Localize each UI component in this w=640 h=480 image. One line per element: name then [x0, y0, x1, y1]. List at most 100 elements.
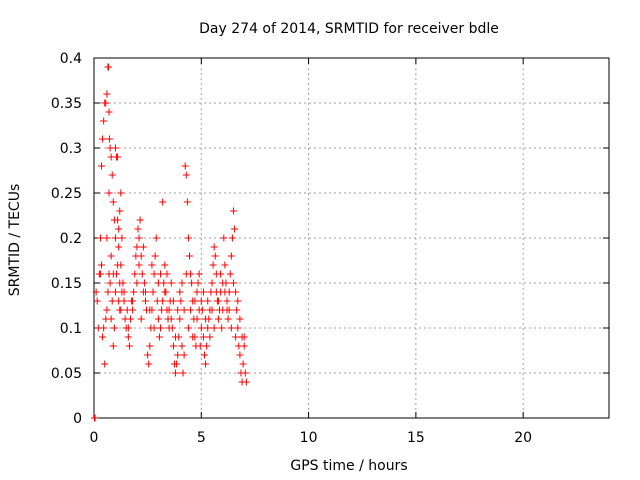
data-point	[99, 333, 107, 341]
data-point	[154, 315, 162, 323]
data-point	[131, 270, 139, 278]
data-point	[197, 324, 205, 332]
data-point	[234, 324, 242, 332]
data-point	[169, 342, 177, 350]
data-point	[103, 234, 111, 242]
data-point	[210, 324, 218, 332]
data-point	[139, 243, 147, 251]
data-point	[105, 189, 113, 197]
data-point	[165, 306, 173, 314]
data-point	[161, 288, 169, 296]
data-points	[90, 63, 250, 422]
data-point	[238, 333, 246, 341]
data-point	[137, 315, 145, 323]
data-point	[168, 324, 176, 332]
data-point	[136, 216, 144, 224]
data-point	[227, 252, 235, 260]
y-tick-label: 0	[73, 411, 82, 427]
data-point	[187, 306, 195, 314]
x-tick-label: 5	[197, 430, 206, 446]
data-point	[221, 261, 229, 269]
data-point	[110, 324, 118, 332]
data-point	[99, 135, 107, 143]
data-point	[169, 297, 177, 305]
data-point	[125, 342, 133, 350]
data-point	[223, 297, 231, 305]
x-tick-label: 20	[514, 430, 532, 446]
data-point	[194, 279, 202, 287]
data-point	[148, 261, 156, 269]
data-point	[204, 324, 212, 332]
data-point	[93, 297, 101, 305]
data-point	[220, 234, 228, 242]
data-point	[100, 117, 108, 125]
data-point	[232, 288, 240, 296]
data-point	[196, 342, 204, 350]
data-point	[189, 333, 197, 341]
data-point	[232, 333, 240, 341]
data-point	[193, 315, 201, 323]
data-point	[157, 324, 165, 332]
data-point	[206, 333, 214, 341]
x-tick-label: 10	[300, 430, 318, 446]
data-point	[142, 297, 149, 305]
data-point	[144, 351, 152, 359]
data-point	[231, 225, 239, 233]
data-point	[114, 153, 122, 161]
data-point	[146, 306, 154, 314]
data-point	[137, 252, 145, 260]
data-point	[109, 198, 117, 206]
data-point	[174, 351, 182, 359]
data-point	[96, 270, 104, 278]
data-point	[195, 306, 203, 314]
data-point	[183, 198, 191, 206]
data-point	[241, 369, 249, 377]
data-point	[133, 243, 141, 251]
data-point	[92, 288, 100, 296]
data-point	[98, 162, 106, 170]
data-point	[184, 234, 192, 242]
data-point	[240, 342, 248, 350]
x-tick-label: 15	[407, 430, 425, 446]
data-point	[109, 342, 117, 350]
data-point	[108, 297, 116, 305]
data-point	[159, 198, 167, 206]
y-axis-label: SRMTID / TECUs	[7, 184, 23, 297]
data-point	[102, 99, 110, 107]
data-point	[178, 279, 186, 287]
y-tick-label: 0.2	[60, 231, 82, 247]
data-point	[179, 369, 187, 377]
data-point	[181, 162, 189, 170]
data-point	[98, 261, 106, 269]
data-point	[116, 306, 124, 314]
data-point	[214, 297, 222, 305]
y-tick-label: 0.4	[60, 51, 82, 67]
data-point	[150, 270, 158, 278]
data-point	[120, 288, 128, 296]
data-point	[96, 234, 104, 242]
x-tick-labels: 0 5 10 15 20	[90, 430, 533, 446]
data-point	[151, 252, 159, 260]
data-point	[129, 297, 137, 305]
data-point	[204, 297, 212, 305]
data-point	[184, 324, 192, 332]
data-point	[135, 234, 143, 242]
data-point	[155, 333, 163, 341]
data-point	[236, 315, 244, 323]
data-point	[234, 297, 242, 305]
data-point	[138, 270, 146, 278]
data-point	[209, 261, 217, 269]
data-point	[135, 261, 143, 269]
data-point	[117, 189, 125, 197]
data-point	[195, 270, 203, 278]
data-point	[211, 252, 219, 260]
data-point	[146, 342, 154, 350]
data-point	[91, 414, 99, 422]
data-point	[106, 279, 114, 287]
data-point	[105, 63, 113, 71]
data-point	[199, 333, 207, 341]
data-point	[159, 297, 167, 305]
data-point	[157, 270, 165, 278]
data-point	[108, 171, 116, 179]
data-point	[180, 306, 188, 314]
